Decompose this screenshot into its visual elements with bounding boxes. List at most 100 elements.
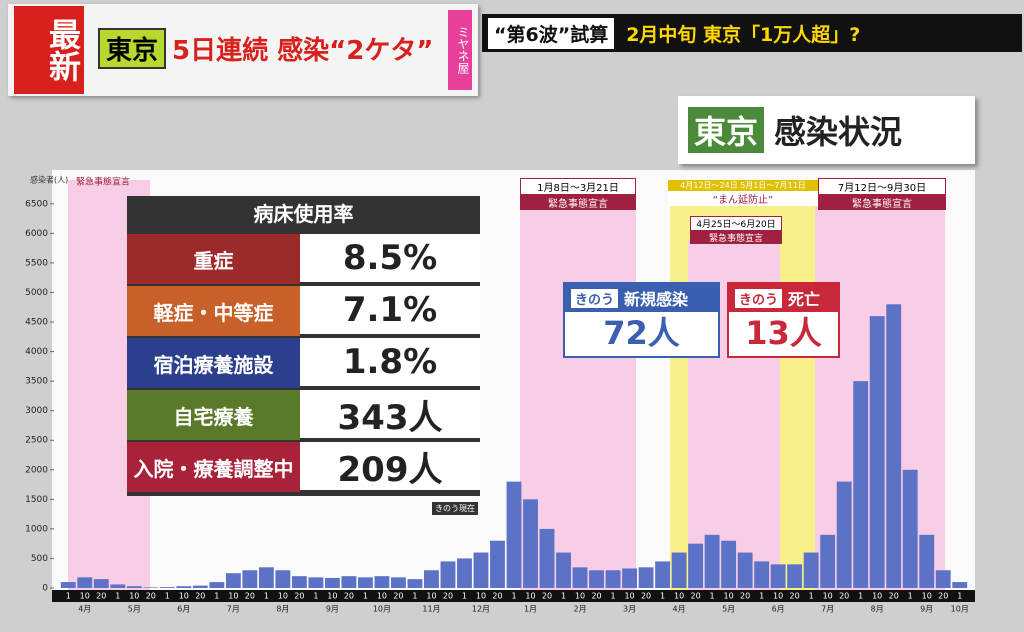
bar xyxy=(506,481,522,588)
period-dates: 1月8日～3月21日 xyxy=(520,178,636,195)
y-tick-label: 3000 xyxy=(25,406,48,416)
table-row: 宿泊療養施設 1.8% xyxy=(127,338,480,388)
x-tick-label: 10 xyxy=(179,592,189,601)
month-label: 10月 xyxy=(951,605,969,614)
x-tick-label: 1 xyxy=(660,592,665,601)
x-tick-label: 20 xyxy=(790,592,800,601)
x-tick-label: 1 xyxy=(561,592,566,601)
x-tick-label: 1 xyxy=(957,592,962,601)
period-box: 4月25日～6月20日 緊急事態宣言 xyxy=(690,216,782,244)
bed-table: 病床使用率 重症 8.5% 軽症・中等症 7.1% 宿泊療養施設 1.8% 自宅療養 3… xyxy=(127,196,480,496)
period-label: 緊急事態宣言 xyxy=(818,195,946,210)
bar xyxy=(291,576,307,588)
x-tick-label: 1 xyxy=(611,592,616,601)
bar xyxy=(671,552,687,588)
x-tick-label: 1 xyxy=(759,592,764,601)
bar xyxy=(803,552,819,588)
bar xyxy=(853,381,869,588)
y-tick-label: 1500 xyxy=(25,495,48,505)
card: きのう 死亡 13人 xyxy=(727,282,840,358)
table-row: 重症 8.5% xyxy=(127,234,480,284)
bar xyxy=(820,534,836,588)
bar xyxy=(60,582,76,588)
bar xyxy=(919,534,935,588)
x-tick-label: 1 xyxy=(858,592,863,601)
bar xyxy=(935,570,951,588)
bar xyxy=(952,582,968,588)
period-band xyxy=(520,195,636,590)
bar xyxy=(638,567,654,588)
row-value: 1.8% xyxy=(300,338,480,388)
card-label: きのう xyxy=(735,288,783,308)
bar xyxy=(110,584,126,588)
month-label: 9月 xyxy=(920,605,933,614)
bar xyxy=(457,558,472,588)
y-tick-label: 4000 xyxy=(25,347,48,357)
card: きのう 新規感染 72人 xyxy=(563,282,720,358)
x-tick-label: 1 xyxy=(511,592,516,601)
x-tick-label: 10 xyxy=(823,592,833,601)
table-row: 自宅療養 343人 xyxy=(127,390,480,440)
bar xyxy=(258,567,274,588)
bar xyxy=(93,579,109,588)
y-tick-label: 6000 xyxy=(25,229,48,239)
card-value: 72人 xyxy=(603,314,680,352)
month-label: 11月 xyxy=(422,605,440,614)
bar xyxy=(391,577,406,588)
x-axis-strip xyxy=(52,590,975,602)
ticker: “第6波”試算 2月中旬 東京「1万人超」? xyxy=(482,14,1022,52)
card-label: きのう xyxy=(571,288,619,308)
x-tick-label: 20 xyxy=(542,592,552,601)
header: 最新 東京 5日連続 感染“2ケタ” ミヤネ屋 xyxy=(8,4,478,96)
period-box: 4月12日～24日 5月1日～7月11日 “まん延防止” xyxy=(668,180,818,206)
x-tick-label: 10 xyxy=(674,592,684,601)
bar xyxy=(572,567,588,588)
bar xyxy=(176,586,192,588)
x-tick-label: 20 xyxy=(245,592,255,601)
x-tick-label: 20 xyxy=(96,592,106,601)
month-label: 8月 xyxy=(871,605,884,614)
ticker-left: “第6波”試算 xyxy=(488,17,615,49)
x-tick-label: 20 xyxy=(294,592,304,601)
row-label: 自宅療養 xyxy=(127,390,300,440)
y-tick-label: 3500 xyxy=(25,377,48,387)
x-tick-label: 10 xyxy=(228,592,238,601)
y-tick-label: 5000 xyxy=(25,288,48,298)
x-tick-label: 1 xyxy=(412,592,417,601)
headline: 5日連続 感染“2ケタ” xyxy=(172,36,434,66)
bar xyxy=(308,577,324,588)
x-tick-label: 20 xyxy=(938,592,948,601)
bar xyxy=(324,577,340,588)
x-tick-label: 10 xyxy=(80,592,90,601)
bar xyxy=(192,585,208,588)
bar xyxy=(737,552,753,588)
bar xyxy=(787,564,803,588)
x-tick-label: 20 xyxy=(393,592,403,601)
period-label: 緊急事態宣言 xyxy=(690,231,782,244)
y-tick-label: 500 xyxy=(31,554,48,564)
period-dates: 7月12日～9月30日 xyxy=(818,178,946,195)
bar xyxy=(869,316,885,588)
x-tick-label: 20 xyxy=(146,592,156,601)
bar xyxy=(490,540,505,588)
month-label: 3月 xyxy=(623,605,636,614)
x-tick-label: 10 xyxy=(327,592,337,601)
x-tick-label: 20 xyxy=(195,592,205,601)
bar xyxy=(209,582,225,588)
table-row: 軽症・中等症 7.1% xyxy=(127,286,480,336)
x-tick-label: 1 xyxy=(809,592,814,601)
month-label: 1月 xyxy=(524,605,537,614)
bar xyxy=(655,561,671,588)
card-title: 新規感染 xyxy=(624,290,689,309)
x-tick-label: 1 xyxy=(115,592,120,601)
period-label: 緊急事態宣言 xyxy=(76,176,130,188)
x-tick-label: 10 xyxy=(129,592,139,601)
x-tick-label: 10 xyxy=(575,592,585,601)
x-tick-label: 20 xyxy=(839,592,849,601)
program: ミヤネ屋 xyxy=(448,10,472,90)
row-label: 宿泊療養施設 xyxy=(127,338,300,388)
bar xyxy=(688,543,704,588)
bar xyxy=(77,577,93,588)
x-tick-label: 1 xyxy=(313,592,318,601)
